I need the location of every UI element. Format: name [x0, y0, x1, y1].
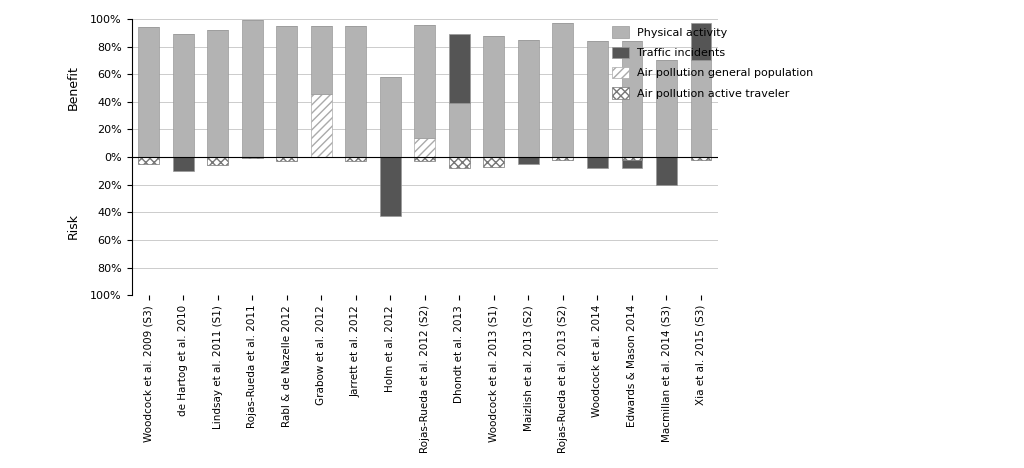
- Bar: [483, 157, 504, 167]
- Bar: [483, 36, 504, 157]
- Bar: [345, 157, 367, 161]
- Bar: [208, 157, 228, 165]
- Text: Benefit: Benefit: [67, 66, 80, 110]
- Bar: [690, 23, 712, 60]
- Bar: [242, 21, 263, 157]
- Bar: [380, 157, 400, 216]
- Bar: [690, 60, 712, 157]
- Bar: [449, 157, 470, 168]
- Bar: [656, 157, 677, 185]
- Bar: [656, 60, 677, 157]
- Text: Risk: Risk: [67, 213, 80, 239]
- Bar: [553, 157, 573, 160]
- Bar: [311, 26, 332, 94]
- Bar: [690, 157, 712, 160]
- Bar: [622, 41, 642, 157]
- Bar: [138, 157, 159, 164]
- Bar: [276, 26, 297, 157]
- Bar: [173, 157, 194, 171]
- Bar: [449, 103, 470, 157]
- Bar: [380, 77, 400, 157]
- Bar: [415, 24, 435, 138]
- Bar: [553, 23, 573, 157]
- Bar: [415, 138, 435, 157]
- Bar: [138, 27, 159, 157]
- Bar: [311, 94, 332, 157]
- Bar: [622, 157, 642, 160]
- Legend: Physical activity, Traffic incidents, Air pollution general population, Air poll: Physical activity, Traffic incidents, Ai…: [607, 22, 818, 103]
- Bar: [415, 157, 435, 161]
- Bar: [242, 157, 263, 159]
- Bar: [449, 34, 470, 103]
- Bar: [587, 157, 607, 168]
- Bar: [276, 157, 297, 161]
- Bar: [553, 157, 573, 159]
- Bar: [622, 157, 642, 168]
- Bar: [587, 41, 607, 157]
- Bar: [208, 30, 228, 157]
- Bar: [173, 34, 194, 157]
- Bar: [345, 26, 367, 157]
- Bar: [518, 40, 539, 157]
- Bar: [518, 157, 539, 164]
